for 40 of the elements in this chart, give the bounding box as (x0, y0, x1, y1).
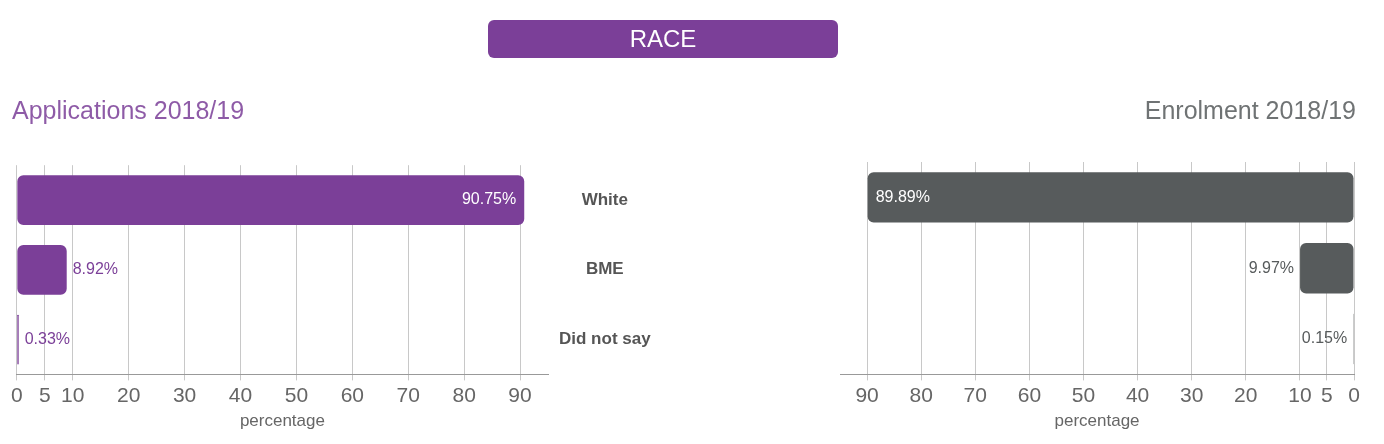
data-label: 9.97% (1248, 258, 1295, 276)
data-label: 0.15% (1301, 329, 1348, 347)
bar (17, 175, 525, 225)
x-tick-label: 40 (1125, 382, 1150, 406)
data-label: 8.92% (72, 260, 119, 278)
y-tick-label: White (581, 189, 628, 209)
x-tick-label: 70 (396, 382, 420, 406)
x-tick-label: 10 (61, 382, 85, 406)
x-axis-title: percentage (239, 411, 325, 431)
x-tick-label: 30 (1180, 382, 1204, 406)
x-axis-title: percentage (1054, 411, 1140, 431)
x-tick-label: 70 (963, 382, 987, 406)
text: RACE (488, 20, 838, 58)
x-tick-label: 60 (340, 382, 364, 406)
chart-subtitle: Enrolment 2018/19 (1144, 96, 1356, 125)
x-tick-label: 40 (228, 382, 253, 406)
bar (1300, 242, 1354, 294)
x-tick-label: 50 (1071, 382, 1096, 406)
x-tick-label: 20 (116, 382, 141, 406)
y-tick-label: Did not say (559, 329, 652, 349)
x-tick-label: 20 (1234, 382, 1258, 406)
data-label: 90.75% (461, 190, 517, 208)
data-label: 0.33% (24, 329, 71, 347)
x-tick-label: 90 (508, 382, 532, 406)
x-tick-label: 0 (1348, 382, 1360, 406)
x-tick-label: 30 (172, 382, 197, 406)
y-tick-label: BME (585, 259, 624, 279)
data-label: 89.89% (875, 187, 930, 205)
chart-subtitle: Applications 2018/19 (12, 96, 245, 125)
x-tick-label: 5 (1321, 382, 1333, 406)
bar (867, 172, 1354, 223)
x-tick-label: 0 (11, 382, 23, 406)
x-tick-label: 10 (1288, 382, 1312, 406)
x-tick-label: 90 (855, 382, 879, 406)
x-tick-label: 5 (38, 382, 51, 406)
x-tick-label: 80 (909, 382, 933, 406)
x-tick-label: 60 (1017, 382, 1042, 406)
x-tick-label: 80 (452, 382, 476, 406)
x-tick-label: 50 (284, 382, 309, 406)
bar (17, 244, 67, 295)
